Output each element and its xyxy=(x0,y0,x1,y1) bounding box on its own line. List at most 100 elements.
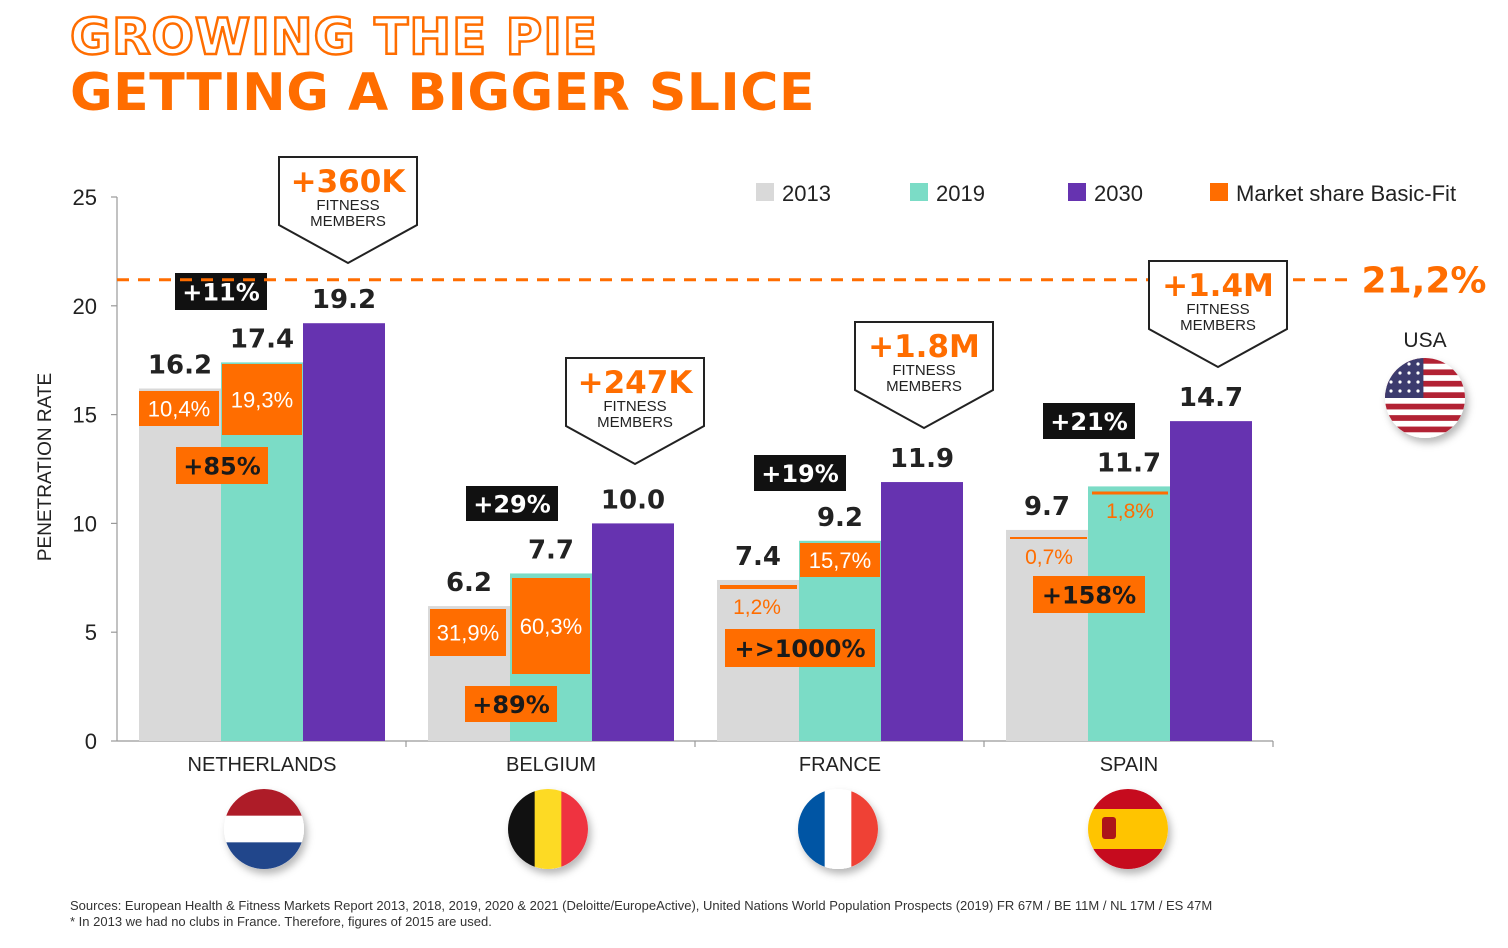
penetration-growth-tag xyxy=(754,455,846,491)
usa-star-icon xyxy=(1416,380,1420,384)
flag-stripe xyxy=(1385,380,1465,387)
market-share-growth-label: +89% xyxy=(472,691,550,719)
usa-star-icon xyxy=(1398,362,1402,366)
france-flag-icon xyxy=(798,789,878,869)
usa-star-icon xyxy=(1389,371,1393,375)
footnote-line: * In 2013 we had no clubs in France. The… xyxy=(70,914,492,929)
y-tick-label: 25 xyxy=(73,185,97,210)
y-axis-title: PENETRATION RATE xyxy=(35,373,56,561)
bar-value-label: 11.7 xyxy=(1097,448,1161,478)
fitness-members-value: +247K xyxy=(578,365,694,401)
legend-swatch xyxy=(1210,183,1228,201)
category-label: SPAIN xyxy=(1100,754,1159,776)
usa-star-icon xyxy=(1389,380,1393,384)
bar-value-label: 11.9 xyxy=(890,444,954,474)
legend-label: Market share Basic-Fit xyxy=(1236,181,1456,206)
fitness-members-label: FITNESS xyxy=(892,362,955,379)
flag-stripe xyxy=(534,789,562,869)
market-share-2019-netherlands-label: 19,3% xyxy=(231,388,293,413)
bar-value-label: 9.2 xyxy=(817,503,863,533)
penetration-growth-label: +19% xyxy=(761,460,839,488)
legend-label: 2013 xyxy=(782,181,831,206)
bar-value-label: 9.7 xyxy=(1024,492,1070,522)
flag-stripe xyxy=(1088,789,1168,809)
bar-value-label: 6.2 xyxy=(446,568,492,598)
market-share-2013-netherlands-box xyxy=(139,391,219,426)
market-share-growth-label: +85% xyxy=(183,453,261,481)
sources-line: Sources: European Health & Fitness Marke… xyxy=(70,898,1213,913)
fitness-members-callout xyxy=(1148,260,1288,369)
netherlands-flag-icon xyxy=(224,789,304,869)
market-share-2013-spain-label: 0,7% xyxy=(1025,546,1073,569)
fitness-members-value: +360K xyxy=(291,164,407,200)
usa-star-icon xyxy=(1416,362,1420,366)
fitness-members-value: +1.8M xyxy=(868,329,980,365)
bar-value-label: 16.2 xyxy=(148,350,212,380)
bar-belgium-2030 xyxy=(592,523,674,741)
bar-value-label: 7.4 xyxy=(735,542,781,572)
flag-stripe xyxy=(824,789,852,869)
bar-spain-2013 xyxy=(1006,529,1088,741)
usa-star-icon xyxy=(1407,389,1411,393)
fitness-members-label: MEMBERS xyxy=(597,414,673,431)
bar-value-label: 10.0 xyxy=(601,485,665,515)
market-share-2019-france-label: 15,7% xyxy=(809,548,871,573)
y-tick-label: 5 xyxy=(85,620,97,645)
usa-star-icon xyxy=(1398,389,1402,393)
penetration-growth-tag xyxy=(466,486,558,521)
bar-spain-2030 xyxy=(1170,421,1252,741)
flag-stripe xyxy=(1385,403,1465,410)
market-share-growth-label: +>1000% xyxy=(734,635,865,663)
bar-value-label: 17.4 xyxy=(230,324,294,354)
bar-value-label: 19.2 xyxy=(312,285,376,315)
flag-stripes xyxy=(224,789,304,869)
category-label: BELGIUM xyxy=(506,754,596,776)
flag-stripes xyxy=(1088,789,1168,869)
bar-france-2030 xyxy=(881,482,963,741)
usa-star-icon xyxy=(1407,380,1411,384)
flag-stripe xyxy=(798,789,826,869)
y-tick-label: 10 xyxy=(73,511,97,536)
flag-stripe xyxy=(851,789,878,869)
flag-stripe xyxy=(1385,426,1465,433)
title-line-2: GETTING A BIGGER SLICE xyxy=(70,63,815,123)
market-share-2019-belgium-box xyxy=(512,578,590,674)
sources-footnote: Sources: European Health & Fitness Marke… xyxy=(70,898,1490,930)
market-share-2019-spain-label: 1,8% xyxy=(1106,500,1154,523)
legend-swatch xyxy=(910,183,928,201)
fitness-members-label: FITNESS xyxy=(603,398,666,415)
fitness-members-label: MEMBERS xyxy=(310,213,386,230)
bar-netherlands-2013 xyxy=(139,388,221,741)
usa-star-icon xyxy=(1407,371,1411,375)
flag-stripe xyxy=(224,815,304,843)
flag-stripe xyxy=(1088,809,1168,849)
title-line-1: GROWING THE PIE xyxy=(69,7,599,68)
legend-swatch xyxy=(1068,183,1086,201)
usa-flag-icon xyxy=(1385,358,1465,438)
market-share-growth-tag xyxy=(465,686,557,722)
usa-penetration-value: 21,2% xyxy=(1362,261,1487,302)
market-share-2013-france-label: 1,2% xyxy=(733,596,781,619)
belgium-flag-icon xyxy=(508,789,588,869)
penetration-growth-label: +29% xyxy=(473,491,551,519)
penetration-growth-label: +11% xyxy=(182,279,260,307)
usa-star-icon xyxy=(1389,389,1393,393)
spain-coat-of-arms-icon xyxy=(1102,817,1116,839)
fitness-members-label: FITNESS xyxy=(1186,301,1249,318)
y-tick-label: 0 xyxy=(85,729,97,754)
market-share-2013-belgium-box xyxy=(430,609,506,656)
usa-star-icon xyxy=(1416,389,1420,393)
usa-star-icon xyxy=(1416,371,1420,375)
legend-label: 2019 xyxy=(936,181,985,206)
market-share-2019-belgium-label: 60,3% xyxy=(520,614,582,639)
penetration-chart: 0 5 10 15 20 25 PENETRATION RATE 16.2 6.2 7.4 9.7 1… xyxy=(35,156,1487,869)
flag-stripe xyxy=(508,789,536,869)
usa-star-icon xyxy=(1389,362,1393,366)
fitness-members-callout xyxy=(854,321,994,430)
spain-flag-icon xyxy=(1088,789,1168,869)
market-share-2019-france-box xyxy=(800,543,880,577)
market-share-growth-tag xyxy=(1033,576,1145,613)
market-share-growth-tag xyxy=(176,447,268,484)
usa-star-icon xyxy=(1398,380,1402,384)
flag-stripe xyxy=(561,789,588,869)
